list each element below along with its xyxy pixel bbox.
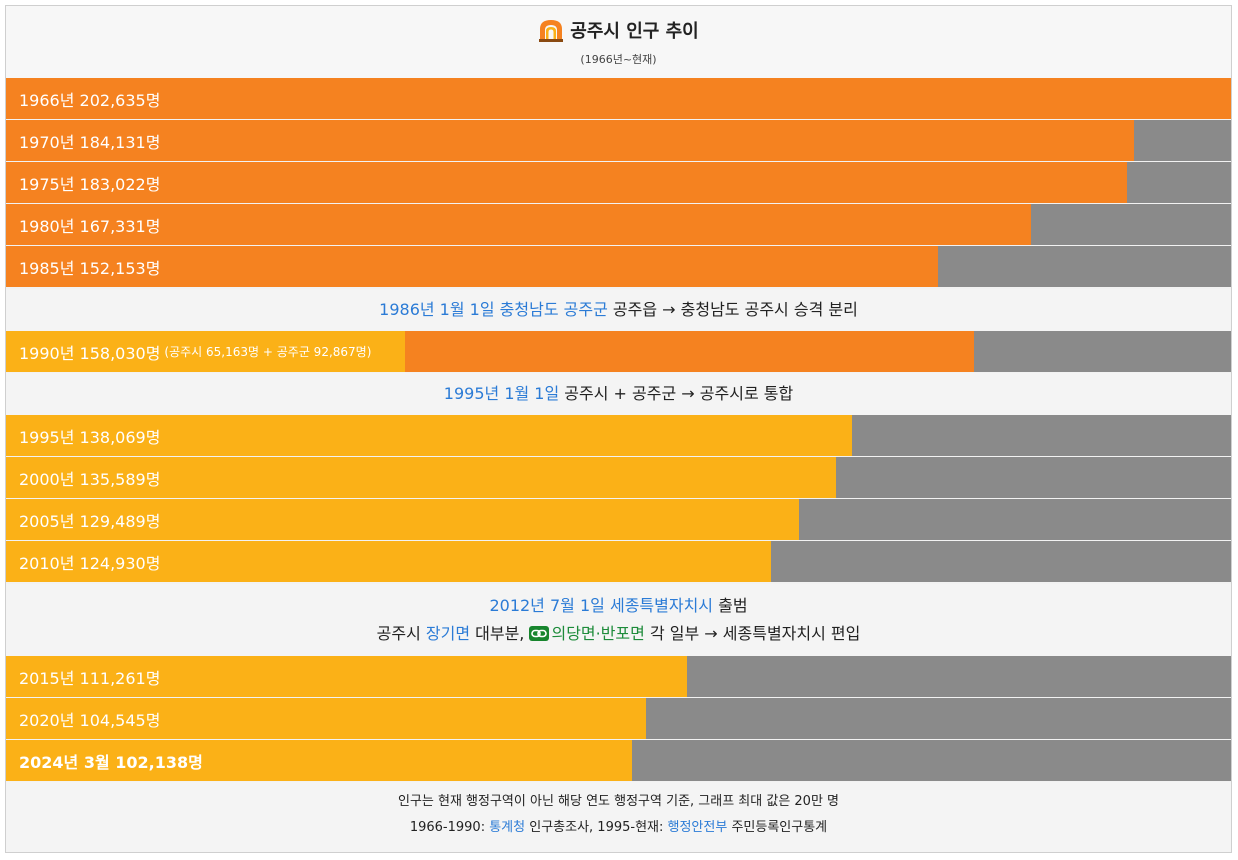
bar-label: 1966년 202,635명 [19, 78, 160, 119]
note-2012-gongju: 공주시 [376, 624, 426, 643]
bar-value-label: 2020년 104,545명 [19, 710, 161, 730]
chart-title: 공주시 인구 추이 [570, 21, 699, 42]
chart-header: 공주시 인구 추이 (1966년~현재) [6, 6, 1231, 78]
arch-gate-icon [539, 20, 564, 42]
bar-label: 2024년 3월 102,138명 [19, 740, 203, 781]
bar-label: 1995년 138,069명 [19, 415, 160, 456]
bar-label: 2005년 129,489명 [19, 499, 160, 540]
bar-row: 2010년 124,930명 [6, 541, 1231, 582]
bar-fill [6, 656, 688, 697]
footer-line2: 1966-1990: 통계청 인구총조사, 1995-현재: 행정안전부 주민등… [6, 818, 1231, 838]
bar-label: 2000년 135,589명 [19, 457, 160, 498]
note-2012-rest: 각 일부 → 세종특별자치시 편입 [644, 624, 861, 643]
bar-fill [6, 541, 772, 582]
note-1986: 1986년 1월 1일 충청남도 공주군 공주읍 → 충청남도 공주시 승격 분… [6, 289, 1231, 331]
bar-row: 2000년 135,589명 [6, 457, 1231, 498]
bar-fill [6, 457, 837, 498]
bar-fill [6, 246, 938, 287]
bar-row: 1995년 138,069명 [6, 415, 1231, 456]
link-sejong[interactable]: 세종특별자치시 [609, 596, 714, 615]
bar-row: 2005년 129,489명 [6, 499, 1231, 540]
footer-range-b: 인구총조사, 1995-현재: [525, 820, 668, 835]
bar-fill [6, 78, 1231, 119]
bar-label: 2015년 111,261명 [19, 656, 160, 697]
link-uidang-banpo[interactable]: 의당면·반포면 [551, 624, 645, 643]
bar-value-label: 2024년 3월 102,138명 [19, 752, 203, 772]
link-1995-date[interactable]: 1995년 1월 1일 [443, 384, 560, 403]
bar-row: 1966년 202,635명 [6, 78, 1231, 119]
bar-detail-label: (공주시 65,163명 + 공주군 92,867명) [164, 345, 372, 359]
link-1986-date[interactable]: 1986년 1월 1일 [379, 300, 495, 319]
bar-fill [6, 120, 1134, 161]
link-statistics-korea[interactable]: 통계청 [489, 820, 526, 835]
bar-row: 2015년 111,261명 [6, 656, 1231, 697]
bar-value-label: 1966년 202,635명 [19, 90, 161, 110]
bar-label: 2020년 104,545명 [19, 698, 160, 739]
bar-label: 1985년 152,153명 [19, 246, 160, 287]
title-row: 공주시 인구 추이 [6, 6, 1231, 43]
bar-fill [6, 204, 1031, 245]
link-ministry-interior[interactable]: 행정안전부 [667, 820, 728, 835]
link-2012-date[interactable]: 2012년 7월 1일 [489, 596, 605, 615]
note-2012-text: 출범 [713, 596, 748, 615]
bar-value-label: 1975년 183,022명 [19, 174, 161, 194]
link-gongju-gun[interactable]: 충청남도 공주군 [499, 300, 608, 319]
bar-value-label: 1985년 152,153명 [19, 258, 161, 278]
note-2012-most: 대부분, [470, 624, 530, 643]
bar-fill [6, 740, 632, 781]
bar-label: 1970년 184,131명 [19, 120, 160, 161]
bar-fill [6, 331, 406, 372]
footer-range-a: 1966-1990: [409, 820, 490, 835]
bar-fill [6, 162, 1127, 203]
bar-row: 1980년 167,331명 [6, 204, 1231, 245]
bar-fill [6, 499, 800, 540]
bar-row: 1970년 184,131명 [6, 120, 1231, 161]
chart-footer: 인구는 현재 행정구역이 아닌 해당 연도 행정구역 기준, 그래프 최대 값은… [6, 782, 1231, 852]
bar-value-label: 2005년 129,489명 [19, 511, 161, 531]
footer-line1: 인구는 현재 행정구역이 아닌 해당 연도 행정구역 기준, 그래프 최대 값은… [397, 794, 840, 809]
bar-label: 2010년 124,930명 [19, 541, 160, 582]
bar-fill [6, 698, 647, 739]
bar-value-label: 1980년 167,331명 [19, 216, 161, 236]
link-janggi-myeon[interactable]: 장기면 [425, 624, 471, 643]
footer-source-b: 주민등록인구통계 [727, 820, 828, 835]
note-1986-text: 공주읍 → 충청남도 공주시 승격 분리 [607, 300, 858, 319]
note-1995-text: 공주시 + 공주군 → 공주시로 통합 [559, 384, 794, 403]
bar-value-label: 1990년 158,030명 [19, 343, 161, 363]
bar-fill [6, 415, 852, 456]
bar-value-label: 2015년 111,261명 [19, 668, 161, 688]
note-2012-line1: 2012년 7월 1일 세종특별자치시 출범 [6, 595, 1231, 617]
bar-value-label: 1995년 138,069명 [19, 427, 161, 447]
note-2012-line2: 공주시 장기면 대부분, 의당면·반포면 각 일부 → 세종특별자치시 편입 [6, 623, 1231, 645]
bar-row: 2020년 104,545명 [6, 698, 1231, 739]
bar-row: 1990년 158,030명 (공주시 65,163명 + 공주군 92,867명… [6, 331, 1231, 372]
bar-label: 1975년 183,022명 [19, 162, 160, 203]
bar-row: 1975년 183,022명 [6, 162, 1231, 203]
population-chart: 공주시 인구 추이 (1966년~현재) 1966년 202,635명 1970년… [5, 5, 1232, 853]
bar-row: 2024년 3월 102,138명 [6, 740, 1231, 781]
chart-subtitle: (1966년~현재) [580, 53, 657, 66]
chain-link-icon [529, 626, 550, 641]
note-1995: 1995년 1월 1일 공주시 + 공주군 → 공주시로 통합 [6, 373, 1231, 415]
bar-label: 1980년 167,331명 [19, 204, 160, 245]
bar-value-label: 2010년 124,930명 [19, 553, 161, 573]
bar-value-label: 1970년 184,131명 [19, 132, 161, 152]
bar-label: 1990년 158,030명 (공주시 65,163명 + 공주군 92,867명… [19, 331, 371, 372]
bar-value-label: 2000년 135,589명 [19, 469, 161, 489]
bar-fill [405, 331, 974, 372]
note-2012: 2012년 7월 1일 세종특별자치시 출범 공주시 장기면 대부분, 의당면·… [6, 584, 1231, 656]
bar-row: 1985년 152,153명 [6, 246, 1231, 287]
